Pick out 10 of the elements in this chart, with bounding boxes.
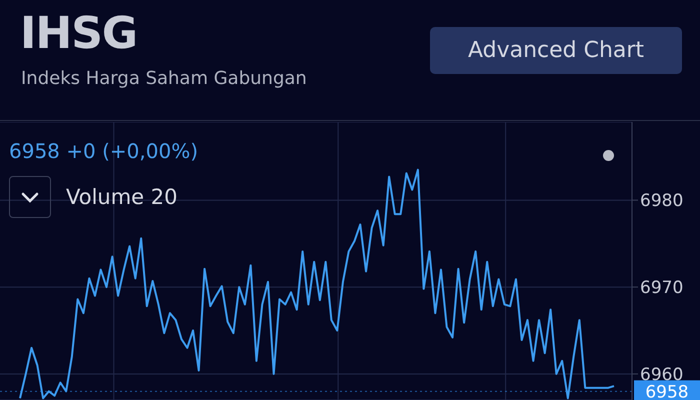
y-tick-label: 6960 [640,364,684,385]
y-tick-label: 6980 [640,191,684,212]
annotation: Volume 20 [66,185,178,209]
chart-subtitle: Indeks Harga Saham Gabungan [21,68,307,89]
annotation: 6958 +0 (+0,00%) [9,139,198,163]
ref-line-label: 6958 [645,382,689,400]
button: Advanced Chart [430,27,682,74]
line-series [19,168,615,400]
y-tick-label: 6970 [640,278,684,298]
chart-title: IHSG [20,8,137,59]
